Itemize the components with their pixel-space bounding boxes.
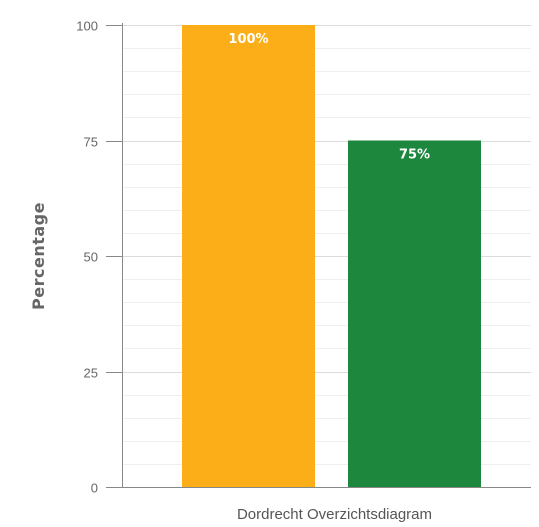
bars: [182, 25, 481, 487]
x-axis-title: Dordrecht Overzichtsdiagram: [237, 506, 432, 523]
data-label-2: 75%: [399, 148, 430, 163]
y-tick-label: 100: [76, 19, 98, 34]
bar-1: [182, 25, 315, 487]
data-labels: 100% 75%: [228, 32, 430, 163]
data-label-1: 100%: [228, 32, 268, 47]
y-axis-title: Percentage: [29, 202, 48, 310]
bar-2: [348, 140, 481, 487]
y-axis-ticks: 0 25 50 75 100: [76, 19, 122, 496]
y-tick-label: 0: [91, 481, 98, 496]
y-tick-label: 75: [84, 135, 98, 150]
y-tick-label: 50: [84, 250, 98, 265]
y-tick-label: 25: [84, 366, 98, 381]
